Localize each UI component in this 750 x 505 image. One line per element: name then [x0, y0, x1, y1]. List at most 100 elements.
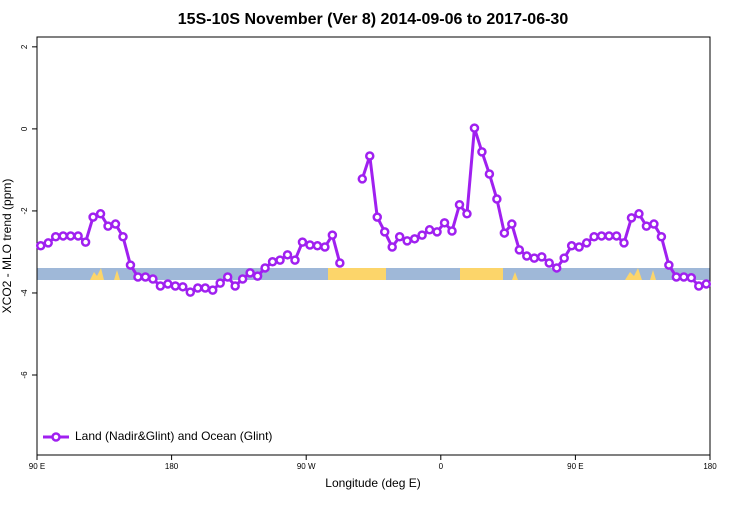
data-point — [649, 219, 659, 229]
x-tick-label: 0 — [439, 462, 444, 471]
data-point — [50, 232, 61, 242]
data-point — [641, 221, 652, 231]
data-point — [200, 283, 210, 293]
chart-title: 15S-10S November (Ver 8) 2014-09-06 to 2… — [178, 11, 569, 28]
surface-band — [37, 268, 710, 280]
data-point — [544, 258, 554, 268]
legend-label: Land (Nadir&Glint) and Ocean (Glint) — [75, 429, 272, 443]
data-point — [409, 234, 420, 244]
data-point — [679, 272, 689, 282]
data-point — [245, 268, 255, 278]
x-tick-label: 90 E — [567, 462, 583, 471]
data-point — [43, 238, 53, 248]
data-point — [596, 231, 607, 241]
data-point — [118, 232, 128, 242]
data-point — [312, 241, 323, 251]
data-point — [619, 238, 629, 248]
data-point — [387, 242, 397, 252]
data-point — [664, 260, 674, 270]
data-point — [484, 169, 495, 179]
data-point — [140, 272, 151, 282]
data-point — [499, 228, 510, 238]
x-tick-label: 90 E — [29, 462, 45, 471]
data-point — [522, 251, 532, 261]
land-band — [328, 268, 386, 280]
data-point — [357, 174, 368, 184]
data-point — [163, 279, 173, 289]
data-point — [379, 227, 390, 237]
data-point — [88, 212, 98, 222]
data-point — [148, 274, 158, 284]
data-point — [492, 194, 502, 204]
y-tick-label: -6 — [20, 371, 29, 379]
data-point — [611, 231, 622, 241]
land-bump — [90, 268, 656, 280]
data-point — [305, 240, 315, 250]
data-point — [694, 281, 704, 291]
data-point — [252, 271, 263, 281]
data-point — [297, 237, 308, 247]
data-point — [417, 230, 427, 240]
data-point — [335, 258, 345, 268]
data-point — [514, 245, 525, 255]
data-point — [604, 231, 614, 241]
legend-marker — [51, 432, 61, 442]
data-point — [178, 282, 188, 292]
y-tick-label: 2 — [20, 44, 29, 49]
data-point — [327, 230, 338, 240]
data-point — [686, 273, 697, 283]
data-point — [574, 242, 584, 252]
y-tick-label: 0 — [20, 126, 29, 131]
data-point — [671, 272, 682, 282]
data-point — [230, 281, 240, 291]
data-point — [589, 232, 599, 242]
data-point — [469, 123, 480, 133]
data-point — [35, 241, 46, 251]
x-axis-label: Longitude (deg E) — [325, 476, 420, 490]
data-point — [215, 278, 225, 288]
data-point — [65, 231, 76, 241]
data-point — [634, 209, 644, 219]
data-point — [222, 272, 233, 282]
data-point — [80, 237, 91, 247]
data-point — [432, 227, 442, 237]
data-point — [267, 257, 278, 267]
data-point — [439, 218, 450, 228]
y-tick-label: -4 — [20, 289, 29, 297]
data-point — [394, 232, 405, 242]
data-point — [477, 147, 487, 157]
data-point — [103, 221, 113, 231]
data-point — [402, 236, 412, 246]
data-point — [275, 255, 285, 265]
land-band — [460, 268, 503, 280]
data-point — [559, 253, 569, 263]
data-point — [507, 219, 517, 229]
data-point — [424, 225, 435, 235]
data-point — [290, 255, 300, 265]
data-point — [454, 200, 465, 210]
y-axis-label: XCO2 - MLO trend (ppm) — [0, 179, 14, 314]
data-point — [237, 274, 248, 284]
data-point — [626, 213, 637, 223]
data-point — [125, 260, 136, 270]
data-point — [701, 279, 712, 289]
data-point — [155, 281, 166, 291]
x-tick-label: 90 W — [297, 462, 316, 471]
data-point — [447, 226, 457, 236]
y-tick-label: -2 — [20, 207, 29, 215]
data-point — [581, 238, 592, 248]
data-point — [260, 263, 270, 273]
data-point — [282, 250, 293, 260]
data-point — [537, 252, 547, 262]
x-tick-label: 180 — [165, 462, 179, 471]
data-point — [365, 151, 375, 161]
data-point — [133, 272, 143, 282]
x-tick-label: 180 — [703, 462, 717, 471]
data-point — [462, 209, 472, 219]
data-point — [185, 287, 196, 297]
data-point — [656, 232, 667, 242]
data-point — [529, 253, 540, 263]
data-point — [551, 263, 562, 273]
